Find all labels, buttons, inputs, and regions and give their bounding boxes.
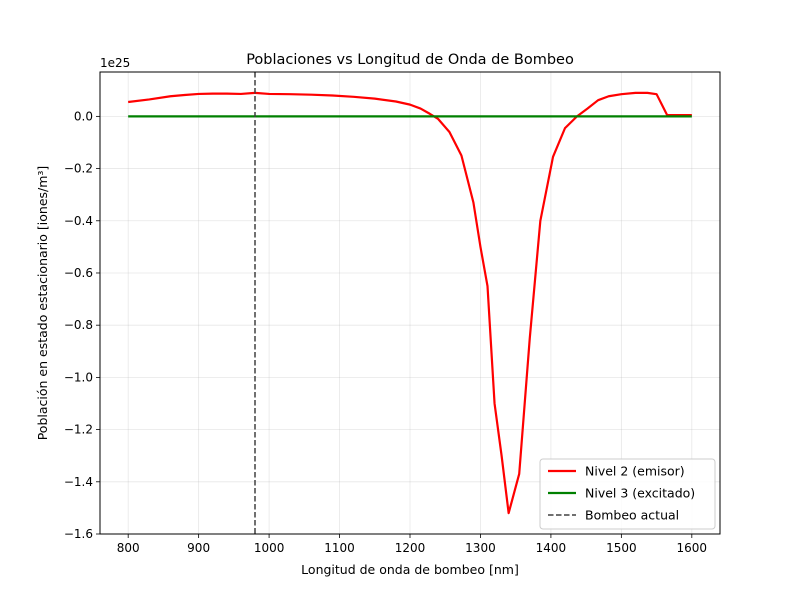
chart-title: Poblaciones vs Longitud de Onda de Bombe… [246,52,574,68]
x-tick-label: 800 [117,541,140,555]
y-tick-label: −1.0 [64,370,93,384]
legend-label-2: Nivel 3 (excitado) [585,486,695,501]
y-tick-label: −1.4 [64,475,93,489]
x-tick-label: 1400 [536,541,567,555]
legend-box [539,458,716,530]
x-tick-label: 1600 [677,541,708,555]
x-tick-label: 1200 [395,541,426,555]
y-tick-label: −0.6 [64,266,93,280]
x-tick-label: 1000 [254,541,285,555]
x-axis-label: Longitud de onda de bombeo [nm] [301,562,519,577]
plot-series [128,72,692,534]
legend-label-3: Bombeo actual [585,508,679,523]
x-tick-label: 1100 [324,541,355,555]
legend-label-1: Nivel 2 (emisor) [585,464,685,479]
x-tick-label: 900 [187,541,210,555]
x-tick-label: 1300 [465,541,496,555]
axis-ticks: 800 900 1000 1100 1200 1300 1400 1500 1600 0.0 −0.… [64,109,707,555]
y-tick-label: −0.8 [64,318,93,332]
y-tick-label: 0.0 [74,109,93,123]
y-tick-label: −0.2 [64,162,93,176]
y-axis-offset-label: 1e25 [100,56,130,70]
y-axis-label: Población en estado estacionario [iones/… [35,166,50,441]
series-line-1 [128,91,692,515]
y-tick-label: −1.6 [64,527,93,541]
x-tick-label: 1500 [606,541,637,555]
y-tick-label: −0.4 [64,214,93,228]
legend: Nivel 2 (emisor) Nivel 3 (excitado) Bombeo… [539,458,716,530]
y-tick-label: −1.2 [64,423,93,437]
